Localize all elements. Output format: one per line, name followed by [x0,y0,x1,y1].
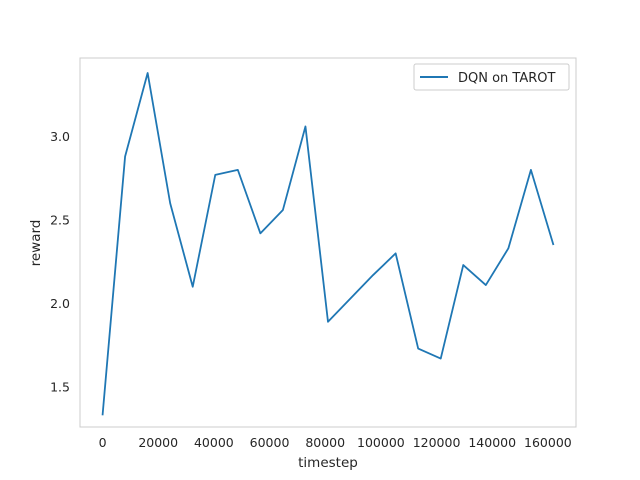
y-tick-label: 2.0 [50,296,70,311]
y-axis-label: reward [28,220,44,267]
x-axis: 0 20000 40000 60000 80000 100000 120000 140000 1… [99,435,572,450]
x-tick-label: 160000 [524,435,572,450]
series-line [101,72,555,416]
legend-label: DQN on TAROT [458,71,556,86]
x-tick-label: 0 [99,435,107,450]
x-tick-label: 60000 [250,435,290,450]
y-axis: 1.5 2.0 2.5 3.0 [50,129,70,394]
series-layer [101,72,555,416]
x-tick-label: 20000 [138,435,178,450]
legend: DQN on TAROT [413,63,570,91]
x-tick-label: 40000 [194,435,234,450]
plot-area [79,57,577,428]
legend-box [413,63,570,91]
x-tick-label: 120000 [413,435,461,450]
x-axis-label: timestep [298,455,358,471]
y-tick-label: 3.0 [50,129,70,144]
x-tick-label: 140000 [468,435,516,450]
y-tick-label: 2.5 [50,212,70,227]
x-tick-label: 100000 [357,435,405,450]
x-tick-label: 80000 [305,435,345,450]
y-tick-label: 1.5 [50,379,70,394]
